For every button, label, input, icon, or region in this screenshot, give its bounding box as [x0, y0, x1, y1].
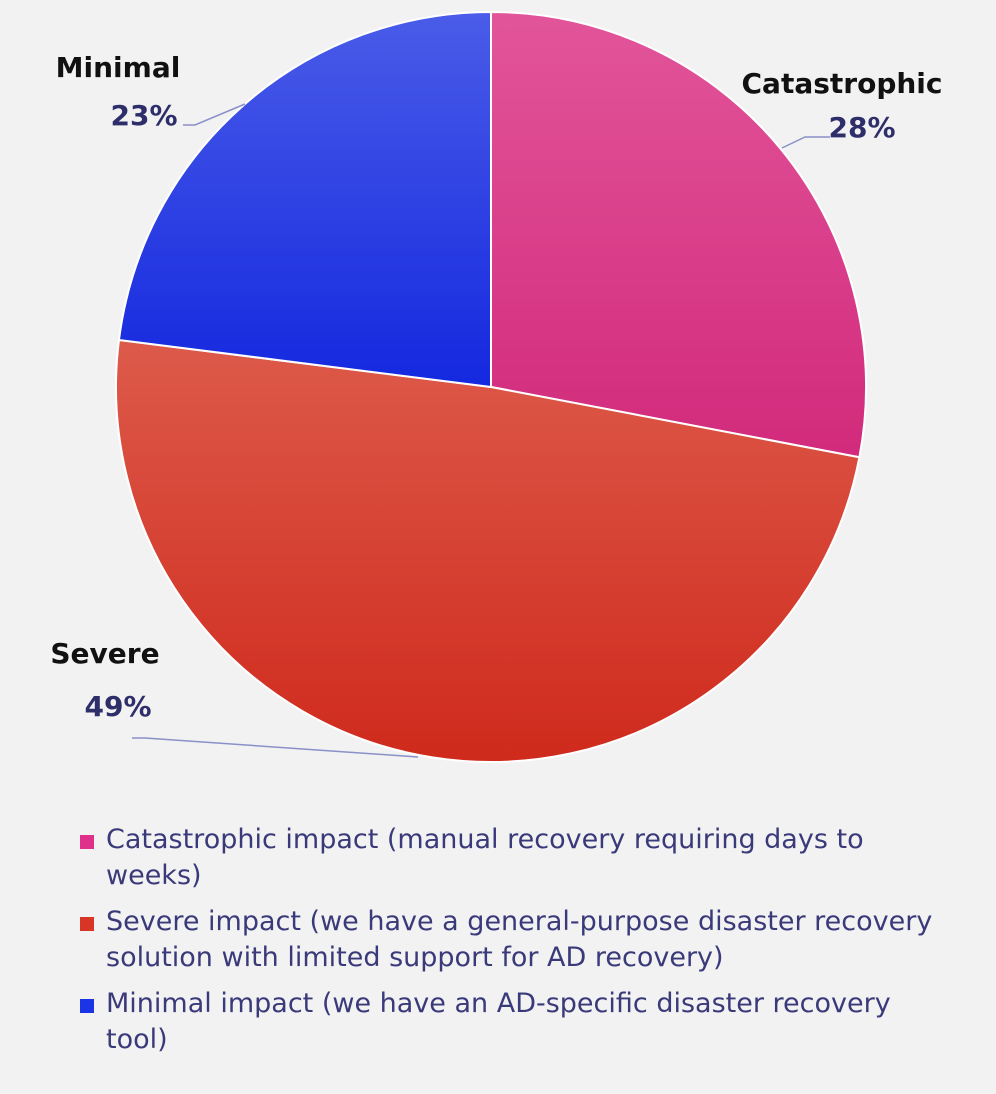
leader-line-severe: [132, 737, 419, 758]
legend-item: Severe impact (we have a general-purpose…: [80, 904, 940, 976]
slice-value-minimal: 23%: [110, 99, 177, 132]
slice-label-catastrophic: Catastrophic: [742, 67, 943, 100]
legend-label: Severe impact (we have a general-purpose…: [106, 906, 933, 973]
legend: Catastrophic impact (manual recovery req…: [80, 822, 940, 1068]
legend-label: Minimal impact (we have an AD-specific d…: [106, 988, 891, 1055]
pie-slice-severe: [115, 338, 861, 763]
slice-label-minimal: Minimal: [56, 51, 181, 84]
pie-slice-minimal: [117, 10, 492, 389]
slice-label-severe: Severe: [50, 637, 159, 670]
leader-line-catastrophic: [781, 136, 830, 149]
slice-value-severe: 49%: [84, 690, 151, 723]
legend-swatch: [80, 917, 94, 931]
legend-item: Catastrophic impact (manual recovery req…: [80, 822, 940, 894]
legend-label: Catastrophic impact (manual recovery req…: [106, 824, 864, 891]
legend-swatch: [80, 835, 94, 849]
slice-value-catastrophic: 28%: [828, 111, 895, 144]
pie-chart: Catastrophic 28% Severe 49% Minimal 23%: [50, 10, 943, 763]
legend-swatch: [80, 999, 94, 1013]
pie-slice-catastrophic: [490, 10, 867, 459]
leader-line-minimal: [183, 103, 246, 126]
legend-item: Minimal impact (we have an AD-specific d…: [80, 986, 940, 1058]
